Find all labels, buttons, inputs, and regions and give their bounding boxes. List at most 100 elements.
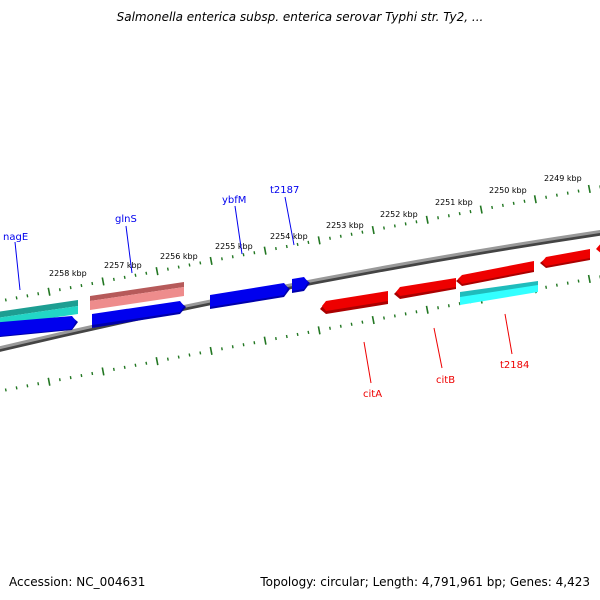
outer-scale-tick xyxy=(123,275,126,279)
tick-label-2253: 2253 kbp xyxy=(326,221,364,230)
outer-scale-tick xyxy=(58,288,61,292)
outer-scale-tick xyxy=(296,242,299,247)
outer-scale-tick xyxy=(371,225,375,235)
gene-feature[interactable] xyxy=(92,301,184,325)
gene-label-nagE: nagE xyxy=(3,232,28,243)
accession-label: Accession: xyxy=(9,575,73,589)
outer-scale-tick xyxy=(26,294,29,298)
inner-scale-tick xyxy=(393,314,396,318)
inner-scale-tick xyxy=(566,281,569,285)
gene-feature[interactable] xyxy=(90,282,184,301)
inner-scale-tick xyxy=(177,355,180,359)
outer-scale-tick xyxy=(339,234,342,238)
gene-label-citA: citA xyxy=(363,389,382,400)
outer-scale-tick xyxy=(393,224,396,228)
tick-labels: 2249 kbp 2250 kbp 2251 kbp 2252 kbp 2253… xyxy=(49,174,582,278)
gene-features[interactable] xyxy=(0,240,600,338)
gene-feature[interactable] xyxy=(460,285,538,305)
map-title: Salmonella enterica subsp. enterica sero… xyxy=(116,10,484,24)
topology-label: Topology: xyxy=(260,575,317,589)
gene-label-glnS: glnS xyxy=(115,214,137,225)
outer-scale-tick xyxy=(155,267,159,276)
gene-feature[interactable] xyxy=(210,283,288,307)
inner-scale-tick xyxy=(458,302,461,306)
inner-scale-tick xyxy=(253,341,256,345)
outer-scale-tick xyxy=(350,232,353,236)
inner-scale-tick xyxy=(263,336,267,345)
label-line-ybfM xyxy=(234,205,243,255)
inner-scale-tick xyxy=(371,315,375,325)
gene-label-ybfM: ybfM xyxy=(222,195,246,206)
gene-label-t2184: t2184 xyxy=(500,360,529,371)
outer-scale-tick xyxy=(263,246,267,255)
inner-scale-tick xyxy=(69,375,72,380)
gene-feature[interactable] xyxy=(90,287,184,310)
tick-label-2255: 2255 kbp xyxy=(215,242,253,251)
outer-scale-tick xyxy=(177,265,180,269)
outer-scale-tick xyxy=(80,283,83,288)
outer-scale-tick xyxy=(587,184,591,194)
outer-scale-tick xyxy=(523,199,526,203)
tick-label-2252: 2252 kbp xyxy=(380,210,418,219)
outer-scale-tick xyxy=(15,296,18,300)
tick-label-2254: 2254 kbp xyxy=(270,232,308,241)
gene-label-lines xyxy=(14,196,513,384)
gene-feature[interactable] xyxy=(396,278,456,296)
outer-scale-tick xyxy=(199,261,202,265)
gene-feature[interactable] xyxy=(542,249,590,266)
outer-scale-ticks xyxy=(4,184,600,302)
label-line-citB xyxy=(433,327,443,369)
gene-feature[interactable] xyxy=(460,281,538,298)
outer-scale-tick xyxy=(545,195,548,199)
gene-label-citB: citB xyxy=(436,375,455,386)
inner-scale-tick xyxy=(577,279,580,283)
outer-scale-tick xyxy=(469,209,472,214)
inner-scale-tick xyxy=(383,316,385,320)
outer-scale-tick xyxy=(231,255,234,259)
gene-feature[interactable] xyxy=(596,240,600,254)
outer-scale-tick xyxy=(533,195,537,204)
outer-scale-tick xyxy=(566,191,569,195)
inner-scale-tick xyxy=(91,371,94,376)
outer-scale-tick xyxy=(166,267,169,271)
outer-scale-tick xyxy=(425,215,429,224)
inner-scale-tick xyxy=(285,334,288,339)
inner-scale-tick xyxy=(15,386,18,390)
inner-scale-tick xyxy=(209,346,213,355)
gene-feature[interactable] xyxy=(292,277,308,291)
outer-scale-tick xyxy=(242,253,245,257)
outer-scale-tick xyxy=(447,214,450,218)
tick-label-2258: 2258 kbp xyxy=(49,269,87,278)
gene-feature[interactable] xyxy=(0,300,78,319)
gene-feature[interactable] xyxy=(322,291,388,311)
outer-scale-tick xyxy=(101,277,105,286)
outer-scale-tick xyxy=(577,189,580,193)
inner-scale-tick xyxy=(404,312,407,316)
genes-label: Genes: xyxy=(509,575,552,589)
gene-feature[interactable] xyxy=(458,261,534,284)
label-line-nagE xyxy=(14,241,21,291)
inner-scale-tick xyxy=(361,320,364,324)
outer-scale-tick xyxy=(404,222,407,226)
inner-scale-tick xyxy=(4,388,7,392)
inner-scale-tick xyxy=(221,347,223,351)
outer-scale-tick xyxy=(188,263,191,267)
outer-scale-tick xyxy=(285,244,288,249)
outer-scale-tick xyxy=(221,257,223,261)
label-line-t2187 xyxy=(284,196,295,246)
inner-scale-tick xyxy=(80,373,83,378)
inner-scale-tick xyxy=(437,306,439,310)
outer-scale-tick xyxy=(47,287,51,296)
outer-scale-tick xyxy=(112,277,115,282)
topology-value: circular xyxy=(320,575,365,589)
inner-scale-tick xyxy=(26,384,29,388)
inner-scale-tick xyxy=(166,357,169,361)
label-line-glnS xyxy=(125,225,133,274)
outer-scale-tick xyxy=(479,205,483,214)
outer-scale-tick xyxy=(307,240,310,245)
outer-scale-tick xyxy=(91,281,94,286)
outer-scale-tick xyxy=(437,216,439,220)
gene-feature[interactable] xyxy=(0,316,76,337)
inner-scale-tick xyxy=(317,326,321,335)
